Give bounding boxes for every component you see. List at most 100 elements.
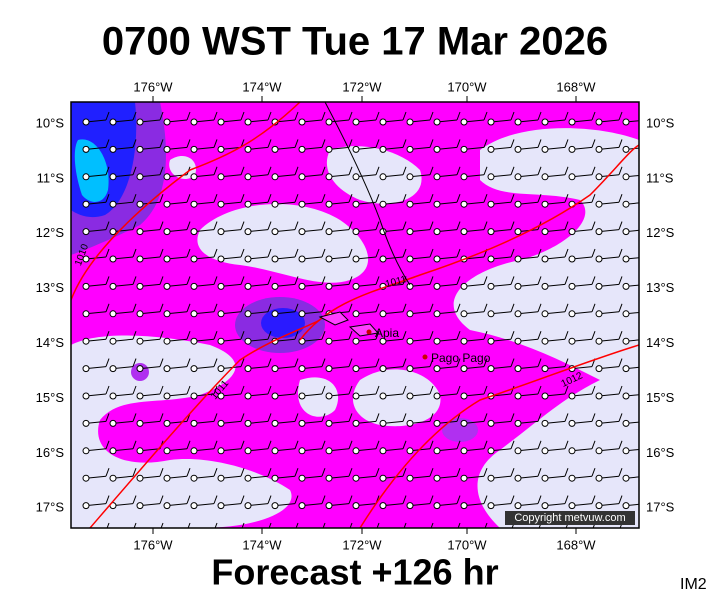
barb-station (217, 282, 225, 290)
barb-station (82, 173, 90, 181)
barb-flag (375, 194, 380, 203)
barb-flag (591, 111, 596, 121)
barb-station (541, 200, 549, 208)
barb-station (433, 173, 441, 181)
barb-station (325, 200, 333, 208)
barb-station (595, 419, 603, 427)
barb-station (514, 255, 522, 263)
barb-flag (159, 495, 164, 504)
barb-flag (240, 440, 245, 449)
barb-station (163, 118, 171, 126)
barb-staff (194, 531, 214, 533)
barb-flag (294, 276, 299, 285)
barb-station (352, 310, 360, 318)
barb-station (298, 392, 306, 400)
barb-station (353, 530, 359, 536)
barb-flag (402, 331, 407, 340)
barb-flag (321, 276, 326, 285)
barb-flag (213, 495, 218, 504)
barb-staff (167, 531, 187, 533)
barb-station (271, 365, 279, 373)
barb-flag (375, 221, 380, 230)
barb-flag (591, 468, 596, 477)
barb-flag (186, 358, 191, 367)
barb-flag (564, 221, 569, 230)
latitude-label: 16°S (646, 445, 675, 460)
barb-station (622, 200, 630, 208)
barb-flag (321, 139, 326, 148)
barb-station (136, 200, 144, 208)
barb-station (622, 337, 630, 345)
barb-flag (268, 522, 272, 528)
barb-staff (86, 531, 106, 533)
barb-flag (321, 248, 326, 258)
barb-flag (348, 331, 353, 340)
barb-flag (348, 440, 353, 449)
place-marker (366, 329, 372, 335)
barb-station (298, 447, 306, 455)
barb-station (271, 282, 279, 290)
barb-flag (348, 468, 353, 477)
barb-station (487, 310, 495, 318)
barb-station (109, 419, 117, 427)
barb-station (568, 392, 576, 400)
barb-flag (159, 248, 164, 258)
barb-flag (429, 440, 434, 449)
barb-station (298, 310, 306, 318)
barb-station (82, 200, 90, 208)
barb-station (218, 530, 224, 536)
barb-station (460, 419, 468, 427)
barb-staff (302, 531, 322, 533)
barb-station (190, 310, 198, 318)
barb-station (541, 118, 549, 126)
barb-flag (132, 166, 137, 175)
barb-flag (483, 385, 488, 395)
barb-flag (186, 440, 191, 449)
barb-station (82, 118, 90, 126)
barb-flag (159, 385, 164, 395)
barb-station (487, 282, 495, 290)
barb-flag (564, 331, 569, 340)
barb-station (433, 474, 441, 482)
barb-station (622, 282, 630, 290)
graticule-labels: 176°W 176°W 174°W 174°W 172°W 172°W 170°W 170°W… (36, 79, 675, 552)
barb-station (568, 282, 576, 290)
barb-flag (160, 522, 164, 528)
barb-flag (159, 139, 164, 148)
barb-station (352, 447, 360, 455)
barb-station (487, 228, 495, 236)
barb-flag (402, 221, 407, 230)
barb-flag (321, 358, 326, 367)
barb-flag (646, 194, 649, 202)
barb-station (325, 173, 333, 181)
barb-station (109, 200, 117, 208)
barb-station (622, 310, 630, 318)
barb-flag (240, 111, 245, 121)
barb-flag (484, 522, 488, 528)
barb-flag (537, 248, 542, 258)
barb-station (271, 145, 279, 153)
barb-flag (483, 111, 488, 121)
barb-staff (383, 531, 403, 533)
barb-station (298, 365, 306, 373)
barb-station (325, 419, 333, 427)
longitude-label: 176°W (133, 79, 173, 94)
barb-flag (375, 166, 380, 175)
barb-station (379, 502, 387, 510)
barb-station (190, 474, 198, 482)
barb-flag (294, 331, 299, 340)
latitude-label: 12°S (36, 225, 65, 240)
barb-station (163, 392, 171, 400)
barb-flag (267, 385, 272, 395)
barb-flag (294, 166, 299, 175)
latitude-label: 17°S (646, 500, 675, 515)
longitude-label: 174°W (242, 79, 282, 94)
barb-station (325, 282, 333, 290)
latitude-label: 15°S (646, 390, 675, 405)
barb-flag (429, 166, 434, 175)
barb-station (163, 282, 171, 290)
barb-flag (295, 522, 299, 528)
barb-flag (132, 331, 137, 340)
barb-station (514, 282, 522, 290)
